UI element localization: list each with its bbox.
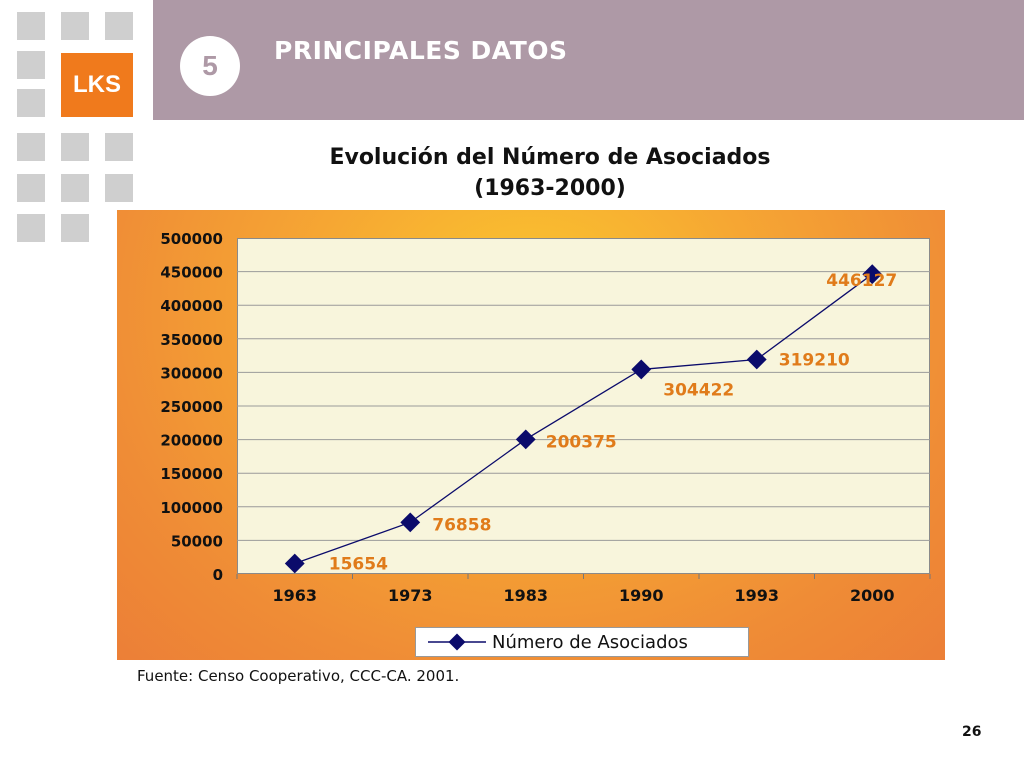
y-tick-label: 150000	[160, 465, 223, 483]
slide-title: PRINCIPALES DATOS	[274, 36, 568, 65]
x-tick-label: 1993	[734, 586, 779, 605]
lks-logo: LKS	[61, 53, 133, 117]
data-label: 319210	[779, 350, 850, 370]
data-point	[400, 512, 421, 533]
y-tick-label: 200000	[160, 432, 223, 450]
y-tick-label: 250000	[160, 398, 223, 416]
data-label: 200375	[546, 432, 617, 452]
source-note: Fuente: Censo Cooperativo, CCC-CA. 2001.	[137, 667, 460, 685]
data-label: 76858	[432, 515, 491, 535]
y-tick-label: 50000	[171, 532, 223, 550]
data-label: 15654	[329, 554, 388, 574]
y-tick-label: 500000	[160, 230, 223, 248]
data-point	[862, 264, 883, 285]
chart-title-line1: Evolución del Número de Asociados	[329, 145, 771, 170]
x-tick-label: 1973	[388, 586, 433, 605]
x-tick-label: 2000	[850, 586, 895, 605]
y-tick-label: 450000	[160, 264, 223, 282]
y-tick-label: 350000	[160, 331, 223, 349]
data-point	[631, 359, 652, 380]
legend-marker-icon	[428, 633, 486, 651]
y-tick-label: 400000	[160, 297, 223, 315]
y-tick-label: 300000	[160, 364, 223, 382]
y-tick-label: 0	[213, 566, 223, 584]
series-line	[294, 273, 873, 565]
y-tick-label: 100000	[160, 499, 223, 517]
x-tick-label: 1963	[272, 586, 317, 605]
data-point	[515, 429, 536, 450]
data-point	[746, 349, 767, 370]
x-tick-label: 1983	[503, 586, 548, 605]
section-number-badge: 5	[180, 36, 240, 96]
chart-legend: Número de Asociados	[415, 627, 749, 657]
page-number: 26	[962, 724, 982, 740]
data-label: 304422	[663, 380, 734, 400]
chart-title: Evolución del Número de Asociados (1963-…	[220, 142, 880, 204]
data-point	[284, 553, 305, 574]
chart-title-line2: (1963-2000)	[474, 176, 626, 201]
data-label: 446127	[826, 271, 897, 291]
header-bar	[153, 0, 1024, 120]
legend-label: Número de Asociados	[492, 631, 688, 653]
x-tick-label: 1990	[619, 586, 664, 605]
